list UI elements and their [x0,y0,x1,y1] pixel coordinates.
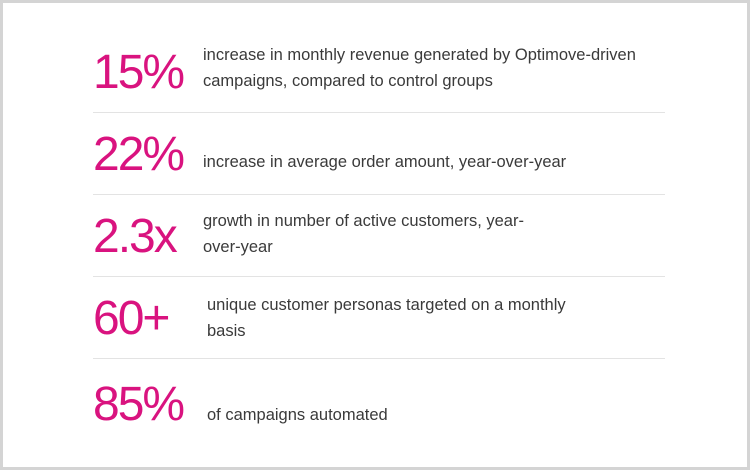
stat-row-personas: 60+ unique customer personas targeted on… [93,279,665,361]
stat-description: increase in average order amount, year-o… [203,153,567,171]
row-divider [93,276,665,277]
row-divider [93,358,665,359]
stat-row-automation: 85% of campaigns automated [93,361,665,443]
stat-description: increase in monthly revenue generated by… [203,46,636,90]
stat-row-revenue: 15% increase in monthly revenue generate… [93,33,665,115]
stat-description: unique customer personas targeted on a m… [207,296,566,340]
stat-value: 85% [93,378,185,431]
stat-value: 22% [93,128,185,181]
row-divider [93,112,665,113]
stat-row-order-amount: 22% increase in average order amount, ye… [93,115,665,197]
stat-value: 60+ [93,292,170,345]
row-divider [93,194,665,195]
stat-description: of campaigns automated [207,406,388,424]
stat-value: 2.3x [93,210,178,263]
stat-row-active-customers: 2.3x growth in number of active customer… [93,197,665,279]
stat-value: 15% [93,46,185,99]
stat-description: growth in number of active customers, ye… [203,212,524,256]
